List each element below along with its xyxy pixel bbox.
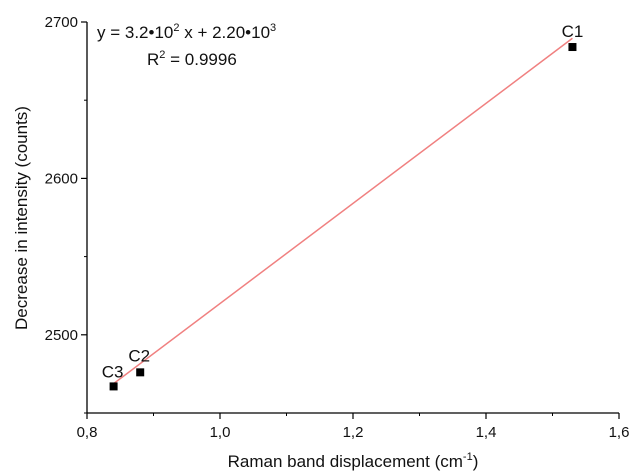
- data-point-c3: [109, 382, 118, 391]
- data-point-c1: [568, 43, 577, 52]
- x-axis-title: Raman band displacement (cm-1): [228, 451, 479, 471]
- y-tick-label: 2700: [45, 14, 78, 31]
- y-tick-label: 2600: [45, 170, 78, 187]
- data-point-c2: [136, 368, 145, 377]
- x-tick-label: 1,4: [476, 424, 497, 441]
- fit-line-group: [113, 37, 573, 385]
- x-tick-label: 0,8: [77, 424, 98, 441]
- y-tick-label: 2500: [45, 327, 78, 344]
- r-squared-label: R2 = 0.9996: [147, 49, 237, 69]
- point-label-c1: C1: [562, 22, 584, 41]
- point-label-c3: C3: [102, 362, 124, 381]
- point-label-c2: C2: [128, 346, 150, 365]
- x-tick-label: 1,2: [343, 424, 364, 441]
- x-tick-label: 1,6: [609, 424, 630, 441]
- fit-line: [113, 37, 573, 385]
- y-axis-title: Decrease in intensity (counts): [12, 106, 31, 330]
- x-tick-label: 1,0: [210, 424, 231, 441]
- fit-equation: y = 3.2•102 x + 2.20•103: [97, 22, 276, 42]
- ticks: 0,8 1,0 1,2 1,4 1,6 2500 2600 2700: [45, 14, 630, 441]
- axes: [86, 22, 619, 414]
